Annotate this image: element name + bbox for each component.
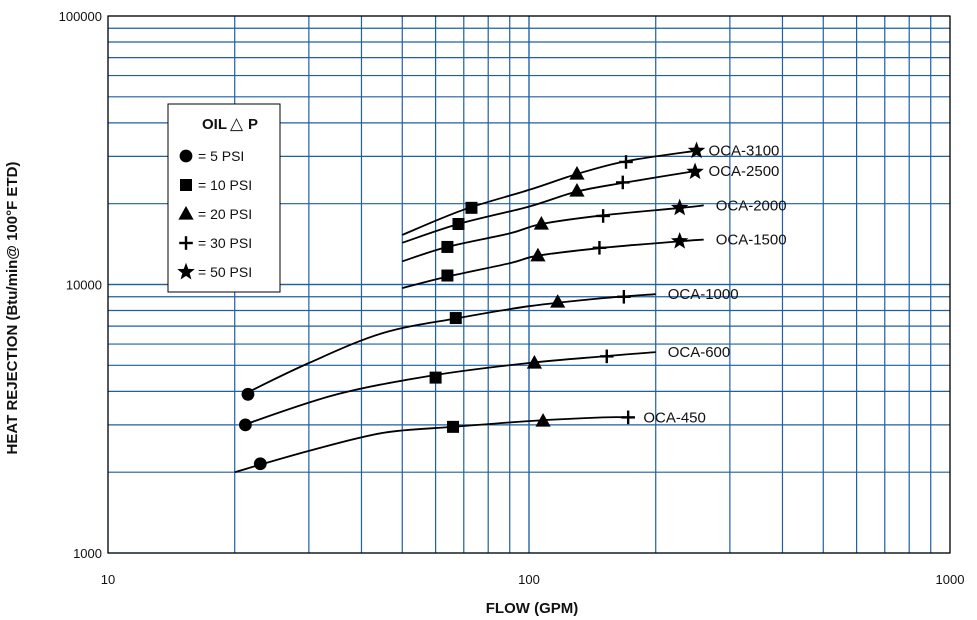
legend-item-label: = 10 PSI [198, 177, 252, 193]
legend-items: = 5 PSI = 10 PSI = 20 PSI = 30 PSI = 50 PSI [177, 148, 252, 280]
plus-marker-v [626, 410, 630, 425]
series-label: OCA-600 [668, 344, 731, 361]
legend-box [167, 103, 281, 293]
plus-marker-v [605, 349, 608, 364]
square-marker [180, 179, 192, 191]
plus-marker-v [622, 289, 626, 304]
plus-marker [615, 175, 630, 190]
triangle-marker [178, 206, 194, 220]
legend-item-label: = 50 PSI [198, 264, 252, 280]
star-marker [670, 198, 689, 216]
plus-marker-v [624, 155, 628, 169]
series-line [401, 149, 697, 236]
plot-frame [107, 15, 951, 554]
x-axis-ticks: 10 100 1000 [101, 572, 965, 587]
series-label: OCA-1500 [716, 232, 787, 249]
y-tick-label: 1000 [73, 546, 102, 561]
triangle-marker [569, 165, 585, 180]
plus-marker-v [601, 209, 605, 223]
square-marker [441, 269, 454, 282]
x-tick-label: 10 [101, 572, 115, 587]
star-marker [687, 141, 706, 159]
plus-marker-v [184, 236, 188, 250]
series-label: OCA-450 [643, 409, 706, 426]
series-markers [238, 141, 706, 471]
legend-item-label: = 5 PSI [198, 148, 244, 164]
circle-marker [253, 457, 267, 471]
plus-marker-v [621, 175, 624, 190]
x-axis-title: FLOW (GPM) [486, 600, 578, 617]
x-tick-label: 100 [518, 572, 540, 587]
series-line [243, 351, 656, 426]
triangle-marker [550, 294, 566, 308]
y-axis-title: HEAT REJECTION (Btu/min@ 100°F ETD) [4, 162, 21, 455]
circle-marker [179, 149, 193, 163]
plus-marker [592, 240, 607, 255]
legend-title-p: P [248, 116, 258, 133]
legend-item-label: = 30 PSI [198, 235, 252, 251]
y-tick-label: 10000 [66, 278, 102, 293]
series-label: OCA-2000 [716, 197, 787, 214]
y-axis-ticks: 1000 10000 100000 [59, 9, 102, 561]
legend-title-oil: OIL [202, 116, 227, 133]
series-label: OCA-2500 [709, 163, 780, 180]
star-marker [686, 162, 704, 180]
star-marker [177, 262, 195, 280]
series-line [402, 170, 697, 244]
star-marker [670, 231, 689, 249]
triangle-marker [535, 413, 551, 427]
circle-marker [238, 418, 252, 432]
triangle-marker [526, 355, 543, 369]
legend-item-label: = 20 PSI [198, 206, 252, 222]
series-label: OCA-3100 [709, 143, 780, 160]
plus-marker [617, 289, 631, 304]
circle-marker [241, 387, 255, 401]
triangle-marker [569, 182, 585, 197]
square-marker [449, 312, 462, 325]
series-curves [234, 149, 704, 474]
legend-title-delta-icon: △ [230, 114, 244, 133]
plus-marker [621, 410, 635, 425]
series-labels: OCA-3100 OCA-2500 OCA-2000 OCA-1500 OCA-1000… [643, 143, 786, 427]
square-marker [447, 420, 460, 433]
triangle-marker [533, 216, 549, 230]
square-marker [452, 218, 465, 231]
legend: OIL △ P = 5 PSI= 10 PSI= 20 PSI= 30 PSI=… [167, 103, 281, 293]
square-marker [441, 240, 454, 253]
y-tick-label: 100000 [59, 9, 102, 24]
plus-marker-v [598, 240, 601, 255]
x-tick-label: 1000 [936, 572, 965, 587]
series-label: OCA-1000 [668, 286, 739, 303]
square-marker [465, 201, 478, 214]
triangle-marker [530, 247, 546, 262]
plus-marker [596, 209, 610, 223]
square-marker [429, 371, 442, 384]
plus-marker [619, 155, 633, 169]
plus-marker [179, 236, 193, 250]
plus-marker [599, 349, 614, 364]
